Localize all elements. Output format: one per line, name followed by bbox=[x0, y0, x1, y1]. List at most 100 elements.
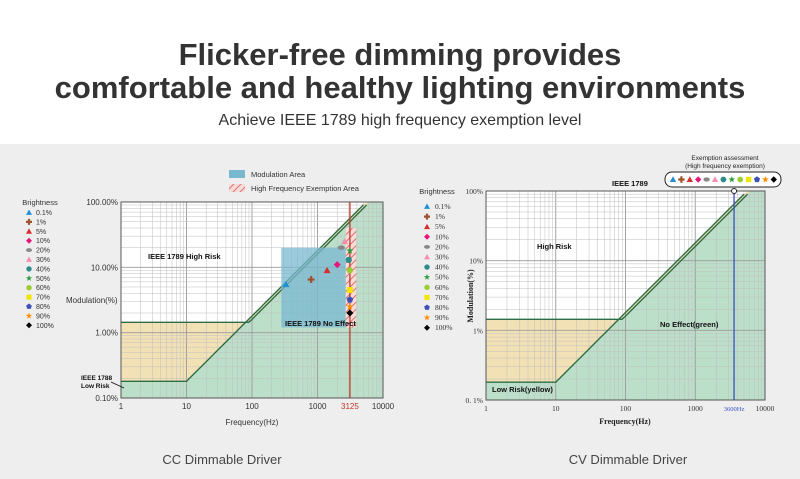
legend-marker bbox=[25, 275, 33, 281]
legend-label: 50% bbox=[435, 273, 449, 282]
y-tick-label: 1% bbox=[473, 326, 483, 335]
x-tick-label: 1 bbox=[484, 404, 488, 413]
legend-marker bbox=[25, 312, 33, 319]
legend-marker bbox=[26, 322, 32, 329]
y-tick-label: 100% bbox=[466, 187, 484, 196]
x-tick-label: 10000 bbox=[372, 402, 395, 411]
exemption-marker bbox=[720, 176, 727, 183]
legend-label: 1% bbox=[36, 219, 46, 226]
legend-label: 0.1% bbox=[36, 210, 52, 217]
legend-marker bbox=[423, 273, 431, 280]
legend-label: 1% bbox=[435, 212, 445, 221]
legend-marker bbox=[26, 237, 32, 244]
legend-marker bbox=[424, 284, 430, 290]
exemption-marker bbox=[770, 176, 777, 183]
legend-label: 70% bbox=[435, 293, 449, 302]
x-tick-label: 10000 bbox=[756, 404, 775, 413]
data-point bbox=[337, 245, 345, 250]
exemption-title-1: Exemption assessment bbox=[691, 155, 758, 162]
legend-marker bbox=[26, 209, 32, 215]
legend-label: 5% bbox=[435, 222, 445, 231]
exemption-marker bbox=[762, 175, 769, 183]
legend-label-modulation: Modulation Area bbox=[251, 170, 306, 179]
legend-marker bbox=[424, 244, 430, 249]
legend-swatch-exemption bbox=[229, 184, 245, 192]
legend-marker bbox=[424, 324, 430, 331]
exemption-marker bbox=[669, 176, 677, 183]
plot-frame bbox=[120, 201, 384, 399]
low-risk-pointer bbox=[110, 381, 125, 389]
low-risk-boundary bbox=[121, 204, 368, 324]
x-axis-label: Frequency(Hz) bbox=[599, 417, 651, 426]
low-risk-boundary bbox=[486, 193, 749, 321]
legend-marker bbox=[26, 228, 32, 234]
legend-marker bbox=[424, 203, 430, 209]
legend-marker bbox=[26, 294, 32, 300]
threshold-tick-label: 3125 bbox=[341, 402, 359, 411]
y-tick-label: 10% bbox=[469, 257, 483, 266]
data-point bbox=[323, 266, 331, 274]
legend-marker bbox=[26, 256, 32, 262]
legend-marker bbox=[424, 264, 430, 270]
title-line-1: Flicker-free dimming provides bbox=[178, 37, 622, 72]
y-tick-label: 0. 1% bbox=[466, 396, 484, 405]
legend-marker bbox=[424, 294, 430, 300]
cv-caption: CV Dimmable Driver bbox=[568, 452, 688, 467]
legend-label: 30% bbox=[36, 257, 50, 264]
legend-swatch-modulation bbox=[229, 170, 245, 178]
y-tick-label: 0.10% bbox=[95, 394, 118, 403]
exemption-point bbox=[731, 188, 738, 194]
data-point bbox=[282, 280, 290, 288]
legend-label: 20% bbox=[36, 248, 50, 255]
region-label-low-risk: Low Risk(yellow) bbox=[492, 385, 553, 394]
x-tick-label: 1000 bbox=[309, 402, 327, 411]
cc-caption: CC Dimmable Driver bbox=[162, 452, 282, 467]
legend-title: Brightness bbox=[419, 187, 455, 196]
legend-label: 40% bbox=[435, 263, 449, 272]
page-subtitle: Achieve IEEE 1789 high frequency exempti… bbox=[218, 112, 582, 129]
y-tick-label: 1.00% bbox=[95, 329, 118, 338]
legend-label: 60% bbox=[36, 285, 50, 292]
exemption-marker bbox=[686, 176, 693, 183]
legend-label: 90% bbox=[435, 313, 449, 322]
x-tick-label: 1 bbox=[119, 402, 124, 411]
x-tick-label: 10 bbox=[552, 404, 560, 413]
data-point bbox=[346, 246, 354, 254]
data-point bbox=[307, 276, 315, 284]
cc-chart: 1 10 100 1000 10000 0.10% 1.00% 10.00% 100.00% 31… bbox=[22, 170, 395, 427]
x-tick-label: 100 bbox=[620, 404, 632, 413]
legend-label: 30% bbox=[435, 253, 449, 262]
legend-marker bbox=[26, 266, 32, 272]
data-point bbox=[346, 267, 354, 274]
region-label-high-risk: High Risk bbox=[537, 242, 572, 251]
no-effect-boundary bbox=[486, 193, 745, 383]
exemption-marker bbox=[745, 176, 752, 183]
region-label-low-risk-2: Low Risk bbox=[81, 383, 110, 390]
legend-label: 100% bbox=[435, 323, 453, 332]
plot-frame bbox=[485, 190, 766, 401]
legend-marker bbox=[424, 223, 430, 230]
region-label-ieee: IEEE 1789 bbox=[612, 179, 648, 188]
x-tick-label: 10 bbox=[182, 402, 191, 411]
region-label-low-risk-1: IEEE 1788 bbox=[81, 375, 112, 382]
legend-label: 0.1% bbox=[435, 202, 451, 211]
x-tick-label: 1000 bbox=[688, 404, 703, 413]
modulation-area bbox=[281, 247, 346, 328]
legend-marker bbox=[424, 304, 430, 310]
exemption-marker bbox=[728, 175, 736, 183]
legend-label: 90% bbox=[36, 313, 50, 320]
data-point bbox=[346, 296, 354, 303]
title-line-2: comfortable and healthy lighting environ… bbox=[54, 70, 746, 105]
y-axis-label: Modulation(%) bbox=[66, 296, 118, 305]
legend-marker bbox=[26, 248, 32, 253]
legend-marker bbox=[424, 233, 430, 240]
legend-label: 60% bbox=[435, 283, 449, 292]
legend-label: 40% bbox=[36, 266, 50, 273]
legend-label: 10% bbox=[36, 238, 50, 245]
legend-label: 70% bbox=[36, 295, 50, 302]
region-label-no-effect: No Effect(green) bbox=[660, 320, 719, 329]
exemption-marker bbox=[695, 176, 702, 183]
exemption-marker bbox=[678, 176, 685, 183]
cv-chart: 1 10 100 1000 10000 0. 1% 1% 10% 100% 3600Hz IEEE … bbox=[419, 155, 782, 426]
